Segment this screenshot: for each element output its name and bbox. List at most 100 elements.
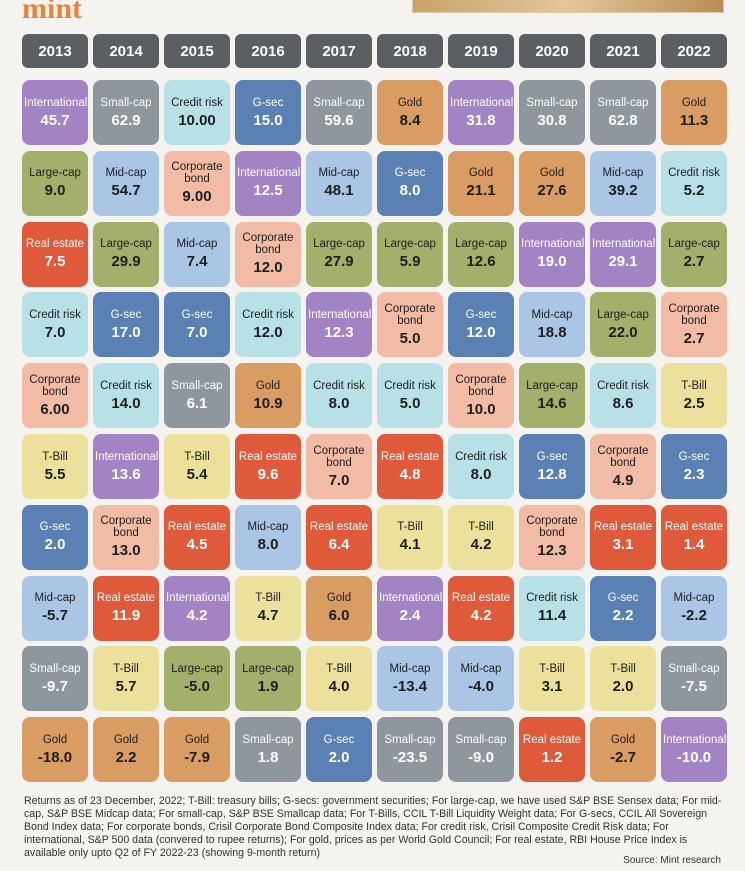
asset-name: T-Bill bbox=[397, 521, 423, 534]
return-value: 4.7 bbox=[257, 607, 279, 625]
asset-name: Small-cap bbox=[668, 662, 720, 675]
asset-cell: Corporate bond 2.7 bbox=[661, 292, 727, 358]
return-value: 5.5 bbox=[44, 465, 66, 483]
asset-name: Real estate bbox=[664, 521, 724, 534]
asset-name: Corporate bond bbox=[455, 373, 507, 398]
header-photo bbox=[412, 0, 724, 13]
asset-name: Mid-cap bbox=[389, 662, 431, 675]
asset-name: Real estate bbox=[451, 592, 511, 605]
return-value: 4.8 bbox=[399, 465, 421, 483]
asset-cell: G-sec 12.8 bbox=[519, 434, 585, 499]
asset-cell: Real estate 4.8 bbox=[377, 434, 443, 499]
asset-name: T-Bill bbox=[184, 450, 210, 463]
return-value: 22.0 bbox=[608, 323, 638, 341]
asset-cell: G-sec 8.0 bbox=[377, 150, 443, 216]
asset-name: Small-cap bbox=[171, 379, 223, 392]
asset-name: International bbox=[450, 96, 514, 109]
return-value: 31.8 bbox=[466, 111, 496, 129]
asset-cell: Small-cap -7.5 bbox=[661, 646, 727, 712]
asset-name: Corporate bond bbox=[242, 232, 294, 257]
return-value: 5.0 bbox=[399, 394, 421, 412]
asset-cell: International 45.7 bbox=[22, 80, 88, 145]
asset-cell: Real estate 1.2 bbox=[519, 717, 585, 783]
return-value: 2.4 bbox=[399, 607, 421, 625]
asset-cell: Real estate 3.1 bbox=[590, 504, 656, 570]
return-value: 13.0 bbox=[111, 542, 141, 560]
asset-name: Large-cap bbox=[597, 308, 649, 321]
asset-cell: T-Bill 2.5 bbox=[661, 363, 727, 429]
asset-cell: Mid-cap 39.2 bbox=[590, 150, 656, 216]
asset-name: Real estate bbox=[96, 592, 156, 605]
asset-name: Corporate bond bbox=[668, 302, 720, 327]
asset-cell: Credit risk 10.00 bbox=[164, 80, 230, 145]
return-value: -13.4 bbox=[392, 677, 428, 695]
asset-cell: Credit risk 8.0 bbox=[448, 434, 514, 499]
asset-cell: Real estate 4.5 bbox=[164, 504, 230, 570]
asset-cell: Mid-cap -2.2 bbox=[661, 575, 727, 641]
asset-cell: Gold 10.9 bbox=[235, 363, 301, 429]
return-value: 10.00 bbox=[178, 111, 216, 129]
asset-cell: Gold 6.0 bbox=[306, 575, 372, 641]
return-value: 30.8 bbox=[537, 111, 567, 129]
asset-cell: Credit risk 5.2 bbox=[661, 150, 727, 216]
return-value: 13.6 bbox=[111, 465, 141, 483]
return-value: 27.6 bbox=[537, 182, 567, 200]
asset-name: Credit risk bbox=[242, 308, 294, 321]
asset-name: Gold bbox=[610, 733, 636, 746]
return-value: 11.3 bbox=[679, 111, 709, 129]
asset-name: Corporate bond bbox=[526, 515, 578, 540]
return-value: -4.0 bbox=[468, 677, 494, 695]
year-header: 2020 bbox=[519, 34, 585, 68]
asset-name: Small-cap bbox=[242, 733, 294, 746]
return-value: 1.8 bbox=[257, 748, 279, 766]
asset-cell: G-sec 7.0 bbox=[164, 292, 230, 358]
asset-cell: International 29.1 bbox=[590, 221, 656, 287]
return-value: 4.0 bbox=[328, 677, 350, 695]
asset-name: Large-cap bbox=[455, 238, 507, 251]
asset-name: International bbox=[308, 308, 372, 321]
asset-name: International bbox=[95, 450, 159, 463]
asset-cell: Large-cap 14.6 bbox=[519, 363, 585, 429]
asset-cell: Large-cap 22.0 bbox=[590, 292, 656, 358]
return-value: 9.6 bbox=[257, 465, 279, 483]
return-value: -9.0 bbox=[468, 748, 494, 766]
return-value: 29.1 bbox=[608, 253, 638, 271]
asset-cell: Gold -2.7 bbox=[590, 717, 656, 783]
return-value: -23.5 bbox=[392, 748, 428, 766]
asset-cell: G-sec 17.0 bbox=[93, 292, 159, 358]
asset-name: G-sec bbox=[607, 592, 639, 605]
asset-name: Corporate bond bbox=[171, 161, 223, 186]
return-value: 18.8 bbox=[537, 323, 567, 341]
asset-cell: Gold 21.1 bbox=[448, 150, 514, 216]
return-value: -5.7 bbox=[42, 607, 68, 625]
asset-name: Large-cap bbox=[384, 238, 436, 251]
asset-cell: Large-cap 29.9 bbox=[93, 221, 159, 287]
asset-cell: International -10.0 bbox=[661, 717, 727, 783]
asset-name: T-Bill bbox=[610, 662, 636, 675]
return-value: -9.7 bbox=[42, 677, 68, 695]
return-value: 3.1 bbox=[541, 677, 563, 695]
asset-name: International bbox=[379, 592, 443, 605]
asset-name: Small-cap bbox=[313, 96, 365, 109]
return-value: 17.0 bbox=[111, 323, 141, 341]
asset-name: Corporate bond bbox=[384, 302, 436, 327]
asset-name: Mid-cap bbox=[176, 238, 218, 251]
return-value: 12.0 bbox=[253, 323, 283, 341]
asset-cell: Large-cap 2.7 bbox=[661, 221, 727, 287]
return-value: 54.7 bbox=[111, 182, 141, 200]
return-value: 2.2 bbox=[612, 607, 634, 625]
asset-cell: International 2.4 bbox=[377, 575, 443, 641]
return-value: 12.3 bbox=[537, 542, 567, 560]
return-value: 5.2 bbox=[683, 182, 705, 200]
asset-cell: Mid-cap -4.0 bbox=[448, 646, 514, 712]
return-value: -10.0 bbox=[676, 748, 712, 766]
asset-name: Mid-cap bbox=[34, 592, 76, 605]
asset-cell: Small-cap 62.8 bbox=[590, 80, 656, 145]
asset-name: T-Bill bbox=[539, 662, 565, 675]
asset-cell: International 4.2 bbox=[164, 575, 230, 641]
asset-cell: Credit risk 12.0 bbox=[235, 292, 301, 358]
asset-cell: Small-cap 1.8 bbox=[235, 717, 301, 783]
asset-name: Gold bbox=[539, 167, 565, 180]
asset-cell: Gold 8.4 bbox=[377, 80, 443, 145]
return-value: 2.0 bbox=[328, 748, 350, 766]
